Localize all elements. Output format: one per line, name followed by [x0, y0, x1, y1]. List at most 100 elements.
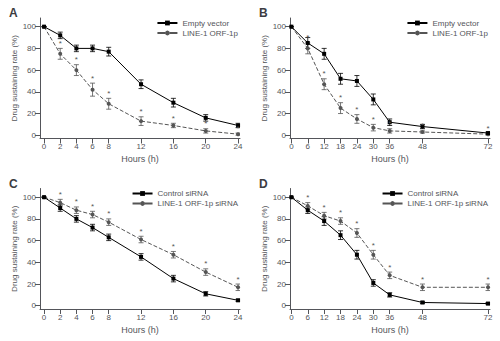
svg-text:A: A — [9, 6, 18, 20]
svg-text:24: 24 — [352, 313, 361, 322]
svg-text:40: 40 — [27, 87, 36, 96]
svg-text:*: * — [172, 242, 175, 251]
svg-text:6: 6 — [90, 313, 95, 322]
svg-text:0: 0 — [42, 142, 47, 151]
svg-text:20: 20 — [201, 142, 210, 151]
svg-text:*: * — [388, 263, 391, 272]
svg-text:40: 40 — [27, 258, 36, 267]
svg-text:12: 12 — [137, 313, 146, 322]
svg-text:0: 0 — [42, 313, 47, 322]
svg-text:48: 48 — [418, 313, 427, 322]
svg-text:16: 16 — [169, 313, 178, 322]
svg-text:*: * — [372, 241, 375, 250]
svg-text:Hours (h): Hours (h) — [121, 154, 159, 164]
svg-text:60: 60 — [277, 236, 286, 245]
svg-text:LINE-1 ORF-1p: LINE-1 ORF-1p — [182, 29, 238, 38]
svg-text:20: 20 — [277, 280, 286, 289]
svg-text:0: 0 — [289, 142, 294, 151]
svg-text:72: 72 — [484, 142, 493, 151]
svg-text:0: 0 — [282, 301, 287, 310]
svg-text:*: * — [306, 33, 309, 42]
svg-text:6: 6 — [306, 142, 311, 151]
svg-text:*: * — [339, 208, 342, 217]
svg-text:Control siRNA: Control siRNA — [408, 189, 459, 198]
svg-text:36: 36 — [385, 313, 394, 322]
svg-text:LINE-1 ORF-1p siRNA: LINE-1 ORF-1p siRNA — [158, 199, 239, 208]
svg-text:*: * — [59, 39, 62, 48]
svg-text:60: 60 — [277, 66, 286, 75]
svg-text:*: * — [172, 114, 175, 123]
svg-text:Drug sustaining rate (%): Drug sustaining rate (%) — [10, 35, 19, 122]
svg-text:Drug sustaining rate (%): Drug sustaining rate (%) — [260, 35, 269, 122]
svg-text:80: 80 — [277, 214, 286, 223]
svg-text:LINE-1 ORF-1p: LINE-1 ORF-1p — [432, 29, 488, 38]
svg-text:*: * — [236, 275, 239, 284]
svg-text:100: 100 — [273, 22, 287, 31]
svg-text:60: 60 — [27, 236, 36, 245]
svg-text:8: 8 — [106, 142, 111, 151]
svg-text:40: 40 — [277, 87, 286, 96]
svg-text:*: * — [139, 227, 142, 236]
svg-text:72: 72 — [484, 313, 493, 322]
svg-text:4: 4 — [74, 313, 79, 322]
svg-text:0: 0 — [289, 313, 294, 322]
svg-text:*: * — [59, 190, 62, 199]
svg-text:6: 6 — [90, 142, 95, 151]
svg-text:*: * — [372, 115, 375, 124]
svg-text:Drug sustaining rate (%): Drug sustaining rate (%) — [260, 205, 269, 292]
svg-text:D: D — [259, 177, 268, 191]
svg-text:20: 20 — [27, 280, 36, 289]
svg-text:*: * — [323, 203, 326, 212]
svg-text:B: B — [259, 6, 268, 20]
svg-text:*: * — [204, 259, 207, 268]
svg-text:Empty vector: Empty vector — [182, 19, 229, 28]
svg-text:*: * — [75, 197, 78, 206]
svg-text:80: 80 — [27, 44, 36, 53]
svg-text:*: * — [355, 105, 358, 114]
svg-text:Control siRNA: Control siRNA — [158, 189, 209, 198]
svg-text:*: * — [339, 93, 342, 102]
svg-text:100: 100 — [23, 22, 37, 31]
svg-text:0: 0 — [32, 301, 37, 310]
svg-text:60: 60 — [27, 66, 36, 75]
svg-text:*: * — [107, 209, 110, 218]
svg-text:Hours (h): Hours (h) — [371, 154, 409, 164]
svg-text:Empty vector: Empty vector — [432, 19, 479, 28]
svg-text:0: 0 — [282, 131, 287, 140]
svg-text:*: * — [204, 119, 207, 128]
svg-text:*: * — [75, 55, 78, 64]
svg-text:20: 20 — [277, 109, 286, 118]
svg-text:*: * — [306, 193, 309, 202]
svg-text:40: 40 — [277, 258, 286, 267]
svg-text:*: * — [486, 275, 489, 284]
svg-text:*: * — [421, 275, 424, 284]
svg-text:100: 100 — [273, 193, 287, 202]
svg-text:36: 36 — [385, 142, 394, 151]
svg-text:24: 24 — [352, 142, 361, 151]
svg-text:*: * — [236, 124, 239, 133]
svg-text:*: * — [91, 74, 94, 83]
svg-text:16: 16 — [169, 142, 178, 151]
svg-text:6: 6 — [306, 313, 311, 322]
svg-text:18: 18 — [336, 313, 345, 322]
svg-text:Drug sustaining rate (%): Drug sustaining rate (%) — [10, 205, 19, 292]
svg-text:*: * — [388, 119, 391, 128]
svg-text:30: 30 — [369, 313, 378, 322]
svg-text:0: 0 — [32, 131, 37, 140]
svg-text:*: * — [91, 202, 94, 211]
svg-text:4: 4 — [74, 142, 79, 151]
svg-text:80: 80 — [27, 214, 36, 223]
svg-text:*: * — [139, 107, 142, 116]
svg-text:*: * — [421, 121, 424, 130]
svg-text:12: 12 — [320, 313, 329, 322]
svg-text:C: C — [9, 177, 18, 191]
svg-text:2: 2 — [58, 313, 63, 322]
svg-text:*: * — [355, 219, 358, 228]
svg-text:18: 18 — [336, 142, 345, 151]
svg-text:12: 12 — [137, 142, 146, 151]
svg-text:12: 12 — [320, 142, 329, 151]
svg-text:20: 20 — [201, 313, 210, 322]
svg-text:*: * — [107, 89, 110, 98]
svg-text:2: 2 — [58, 142, 63, 151]
svg-text:24: 24 — [234, 142, 243, 151]
